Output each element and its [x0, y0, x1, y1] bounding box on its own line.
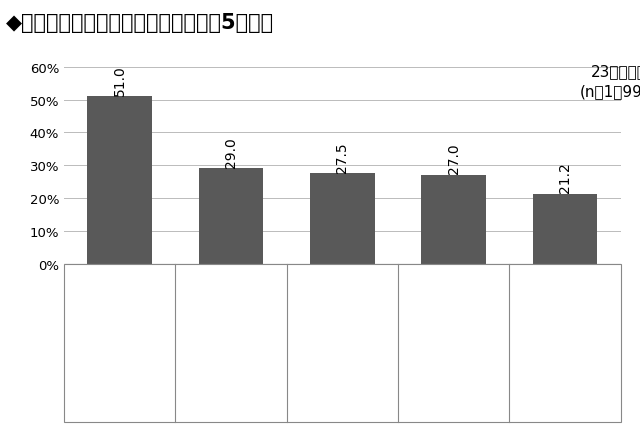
Text: 29.0: 29.0 — [224, 137, 238, 167]
Bar — [310, 174, 374, 264]
Text: 51.0: 51.0 — [113, 65, 127, 95]
Bar — [88, 97, 152, 264]
Text: 27.5: 27.5 — [335, 142, 349, 173]
Text: 暑いときに
乗ると汗を
かいてしまう: 暑いときに 乗ると汗を かいてしまう — [319, 320, 366, 366]
Text: 大きな荷物
を運べない: 大きな荷物 を運べない — [211, 328, 251, 358]
Bar — [533, 195, 597, 264]
Bar — [422, 176, 486, 264]
Text: ◆自転車での移動に関する不満（上位5項目）: ◆自転車での移動に関する不満（上位5項目） — [6, 13, 275, 33]
Text: 21.2: 21.2 — [558, 162, 572, 193]
Text: 寒いときの
利用が大
変: 寒いときの 利用が大 変 — [545, 320, 585, 366]
Text: 23区在住者: 23区在住者 — [591, 64, 640, 79]
Bar — [199, 169, 263, 264]
Text: 出先で駐
輪場を見つ
けられない: 出先で駐 輪場を見つ けられない — [434, 320, 474, 366]
Text: (n＝1，998): (n＝1，998) — [579, 84, 640, 99]
Text: 27.0: 27.0 — [447, 144, 461, 174]
Text: 悪天候のと
きに利用が
制限される: 悪天候のと きに利用が 制限される — [100, 320, 140, 366]
